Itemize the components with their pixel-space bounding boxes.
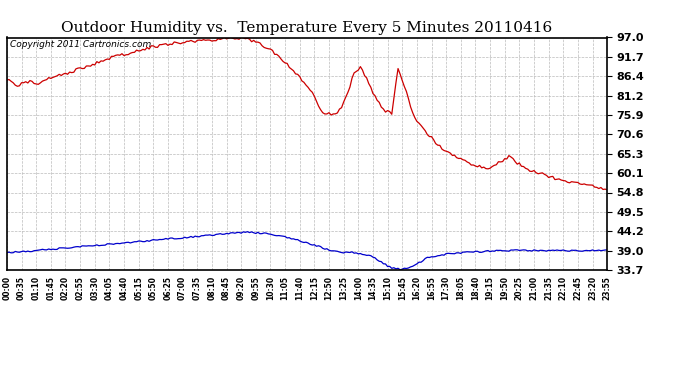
Title: Outdoor Humidity vs.  Temperature Every 5 Minutes 20110416: Outdoor Humidity vs. Temperature Every 5… [61, 21, 553, 35]
Text: Copyright 2011 Cartronics.com: Copyright 2011 Cartronics.com [10, 40, 151, 49]
